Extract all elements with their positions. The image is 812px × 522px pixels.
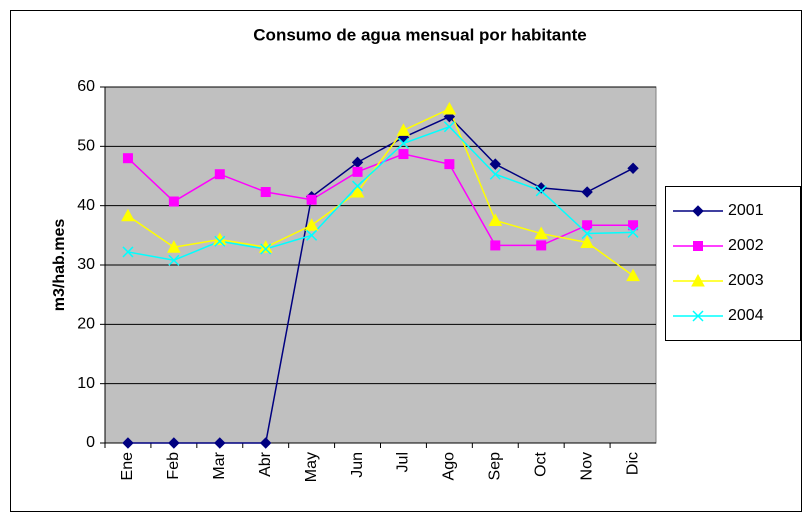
marker [168,437,180,449]
marker [121,208,135,222]
x-tick-label: Ene [119,452,136,481]
chart-title: Consumo de agua mensual por habitante [253,25,586,44]
y-axis-label: m3/hab.mes [51,219,68,312]
marker [214,235,226,247]
x-tick-label: May [303,452,320,482]
y-tick-label: 60 [77,78,95,95]
marker [444,159,455,170]
marker [398,149,409,160]
marker [396,123,411,136]
x-tick-label: Ago [441,452,458,481]
marker [534,226,549,240]
marker [490,240,501,251]
marker [214,437,226,449]
y-tick-label: 30 [77,256,95,273]
marker [580,235,594,248]
marker [306,194,317,205]
marker [581,228,593,240]
y-tick-label: 10 [77,375,95,392]
x-tick-label: Sep [487,452,504,481]
marker [260,243,272,255]
legend-label: 2001 [728,202,764,219]
marker [582,220,593,231]
marker [397,137,409,149]
x-tick-label: Jul [395,452,412,472]
marker [535,182,547,194]
x-tick-label: Feb [165,452,182,480]
y-tick-label: 50 [77,138,95,155]
marker [692,205,704,217]
marker [489,158,501,170]
marker [442,101,457,115]
x-tick-label: Jun [349,452,366,478]
marker [691,273,705,287]
x-tick-label: Mar [211,451,228,479]
marker [214,169,225,180]
marker [536,240,547,251]
marker [352,166,363,177]
marker [260,437,272,449]
marker [488,213,503,226]
marker [122,437,134,449]
series-line [127,115,634,444]
marker [489,168,501,180]
series-line [127,107,634,277]
legend-label: 2002 [728,237,764,254]
marker [693,241,703,251]
legend-label: 2003 [728,272,764,289]
marker [350,184,365,198]
marker [304,218,319,231]
marker [306,229,318,241]
marker [352,180,364,192]
x-tick-label: Abr [257,451,274,477]
marker [627,162,639,174]
x-tick-label: Oct [532,451,549,476]
marker [627,226,639,238]
y-tick-label: 20 [77,316,95,333]
series-line [127,125,634,262]
marker [692,310,704,322]
x-tick-label: Dic [624,452,641,475]
marker [260,187,271,198]
series-line [127,153,634,247]
legend-label: 2004 [728,307,764,324]
marker [167,240,181,253]
x-tick-label: Nov [578,452,595,480]
y-tick-label: 0 [86,434,95,451]
marker [168,196,179,207]
marker [168,254,180,266]
marker [122,246,134,258]
marker [628,220,639,231]
marker [535,185,547,197]
marker [122,153,133,164]
marker [626,268,640,282]
marker [581,186,593,198]
marker [443,121,455,133]
y-tick-label: 40 [77,197,95,214]
legend-box [665,186,801,341]
